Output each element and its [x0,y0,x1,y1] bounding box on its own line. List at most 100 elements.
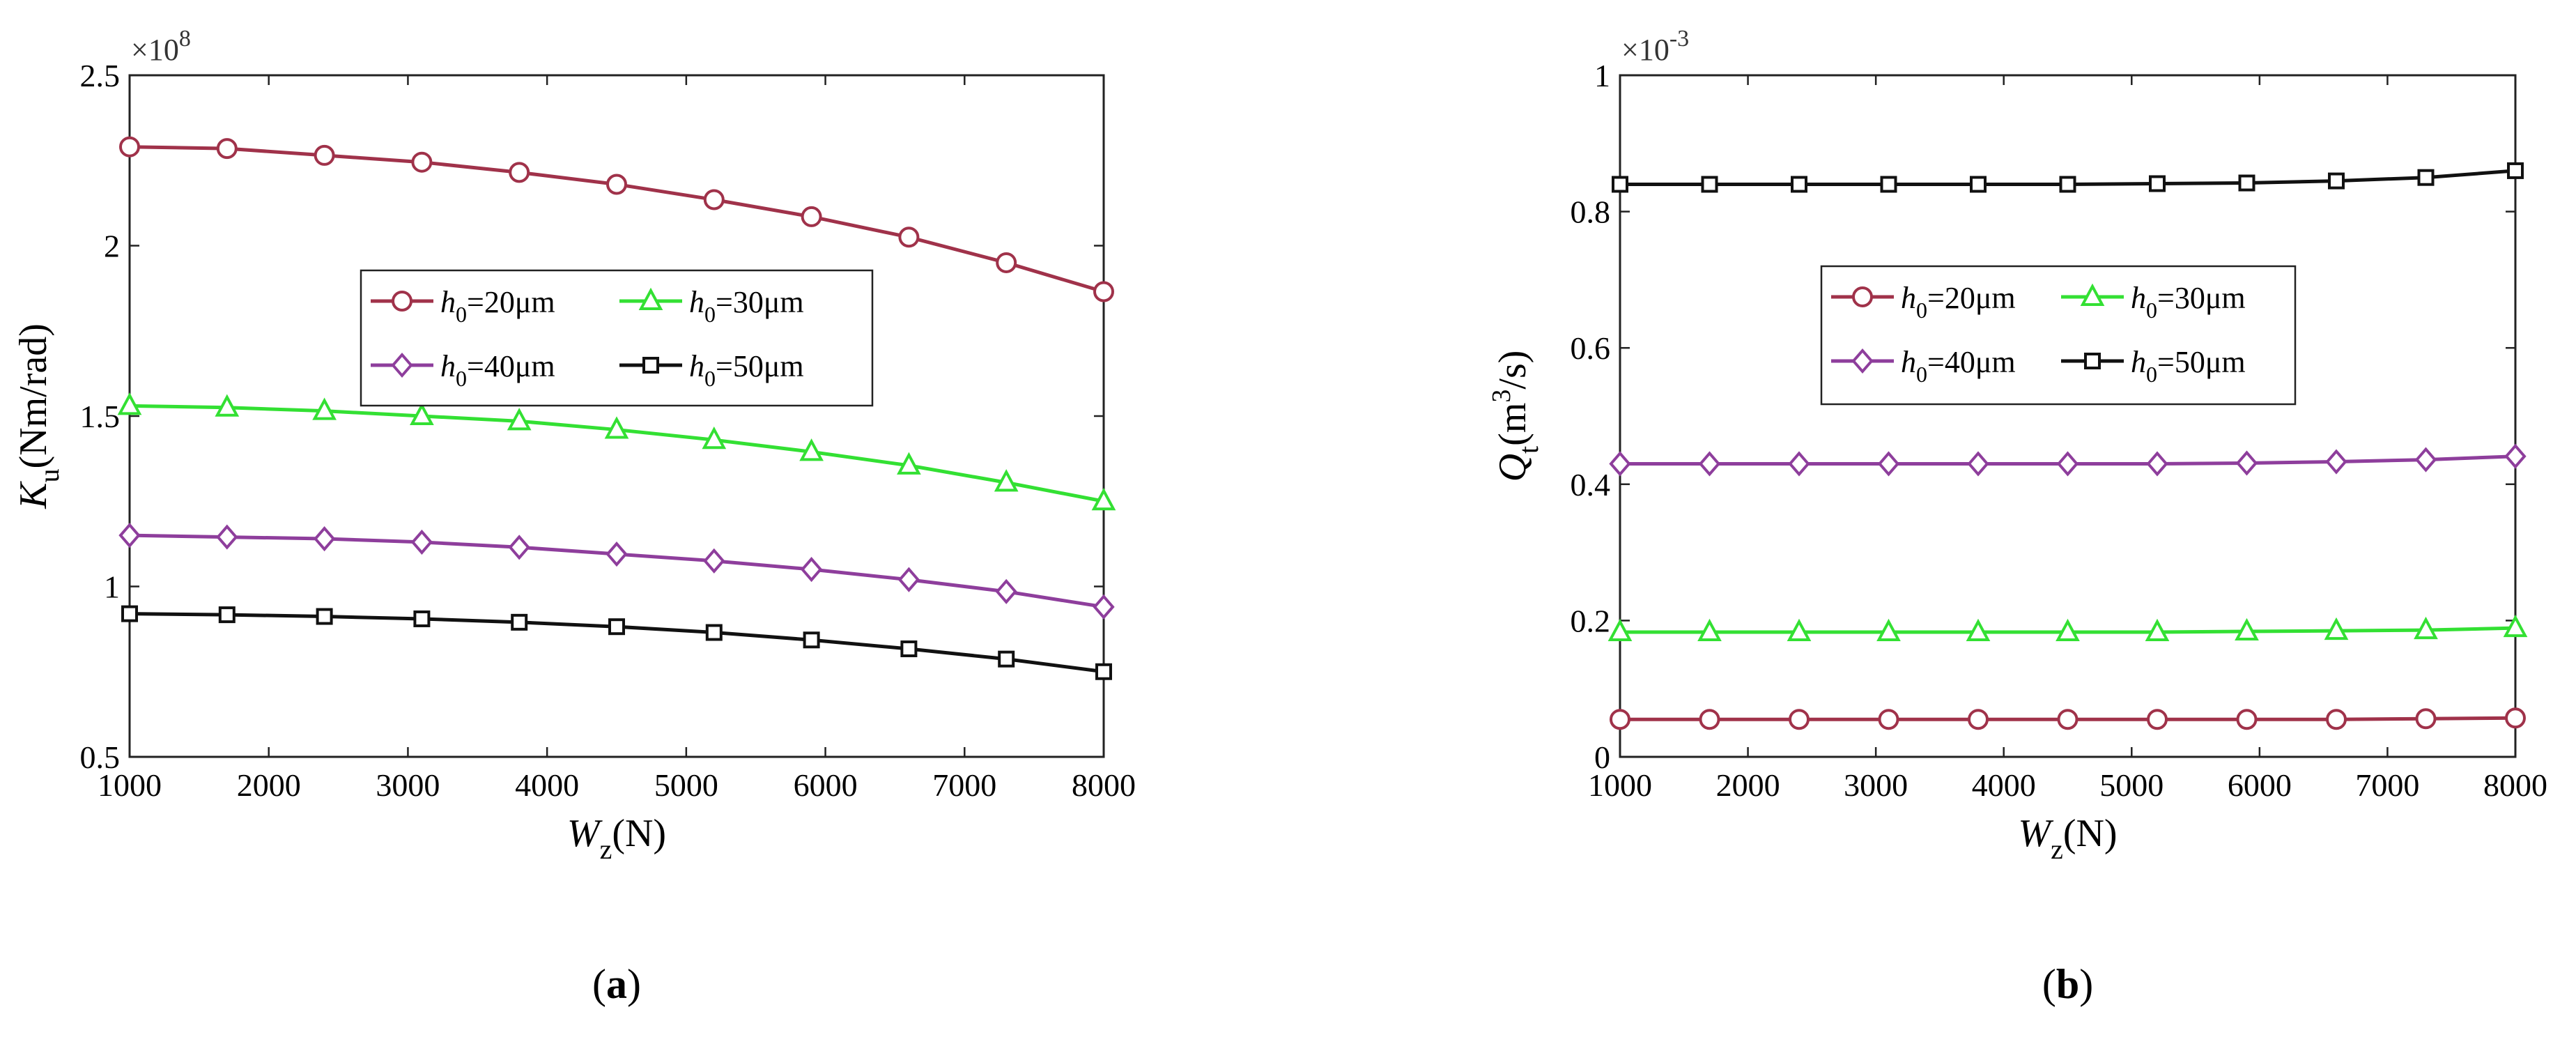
series-30μm [1607,614,2528,642]
data-point [1698,451,1721,477]
data-point [703,189,725,210]
data-point [121,605,138,622]
data-point [117,392,142,415]
series-50μm [121,605,1112,680]
data-point [1880,176,1897,193]
data-point [1093,594,1115,620]
data-point [2059,176,2076,193]
data-point [1609,451,1631,477]
data-point [1701,176,1718,193]
data-point [119,136,140,158]
y-tick-label: 2 [104,229,120,264]
data-point [803,631,820,649]
legend-marker [638,287,663,310]
data-point [1966,618,1991,642]
chart-b: 1000 2000 3000 4000 5000 6000 7000 8000 0 0.2 0.4 0… [1487,26,2547,1007]
x-tick-label: 7000 [932,767,996,803]
data-point [995,578,1017,604]
data-point [2326,709,2347,730]
data-point [411,151,433,173]
data-point [410,529,433,555]
data-point [312,397,337,420]
x-tick-label: 5000 [2099,767,2164,803]
x-tick-label: 7000 [2355,767,2419,803]
data-point [2056,451,2079,477]
data-point [1697,618,1722,642]
series-20μm [1610,707,2526,730]
caption: (a) [592,961,641,1007]
x-axis-label: Wz(N) [2018,812,2117,865]
data-point [604,416,629,439]
y-tick-label: 1.5 [80,399,121,434]
legend: h0=20μm h0=30μm h0=40μm h0=50μm [1820,265,2297,406]
legend-marker [2080,283,2105,306]
data-point [702,427,727,450]
y-tick-label: 0 [1594,739,1610,775]
data-point [1610,709,1630,730]
data-point [1789,709,1810,730]
data-point [1967,451,1989,477]
legend-entry: h0=50μm [2131,345,2246,387]
series-50μm [1612,162,2524,193]
data-point [2235,450,2258,476]
data-point [507,408,532,431]
legend-entry: h0=20μm [1901,281,2016,323]
data-point [410,402,434,425]
data-point [801,206,822,227]
data-point [1791,176,1807,193]
legend-entry: h0=20μm [440,285,555,327]
x-axis-label: Wz(N) [567,812,666,865]
y-tick-label: 0.5 [80,739,121,775]
data-point [2147,709,2168,730]
data-point [1787,618,1812,642]
data-point [2236,709,2258,730]
legend-entry: h0=40μm [1901,345,2016,387]
data-point [215,394,240,417]
data-point [216,138,238,160]
legend-marker [1852,286,1873,307]
data-point [2325,449,2347,475]
plot-area [1619,74,2517,758]
series-40μm [1609,443,2527,477]
data-point [996,252,1017,273]
data-point [2414,616,2438,640]
data-point [1877,451,1900,477]
x-tick-label: 1000 [98,767,162,803]
series-20μm [119,136,1114,302]
legend: h0=20μm h0=30μm h0=40μm h0=50μm [360,269,874,407]
data-point [2504,443,2527,469]
y-axis-label: Qt(m3/s) [1487,351,1544,482]
legend-entry: h0=30μm [689,285,804,327]
legend-marker [2084,353,2101,369]
data-point [2414,447,2437,473]
y-tick-label: 0.8 [1571,194,1611,230]
legend-marker [1851,348,1874,374]
data-point [218,606,236,624]
axis-multiplier: ×108 [131,26,191,67]
data-point [2507,162,2524,179]
axis-multiplier: ×10-3 [1621,26,1689,67]
data-point [2505,707,2526,729]
data-point [900,640,918,657]
data-point [897,452,921,475]
data-point [1607,618,1633,642]
x-tick-label: 6000 [2228,767,2292,803]
data-point [608,618,625,636]
x-tick-label: 5000 [654,767,718,803]
x-tick-label: 8000 [1072,767,1136,803]
data-point [2056,618,2080,642]
chart-a: 1000 2000 3000 4000 5000 6000 7000 8000 0.5 1 1.5 2… [12,26,1136,1007]
data-point [508,535,530,560]
data-point [1970,176,1987,193]
data-point [2417,169,2435,186]
data-point [2146,451,2168,477]
legend-marker [642,357,659,374]
legend-box [1820,265,2297,406]
data-point [314,144,335,166]
data-point [2235,617,2259,641]
data-point [1699,709,1720,730]
data-point [2057,709,2078,730]
y-tick-label: 2.5 [80,58,121,93]
data-point [606,541,628,567]
y-tick-label: 1 [1594,58,1610,93]
